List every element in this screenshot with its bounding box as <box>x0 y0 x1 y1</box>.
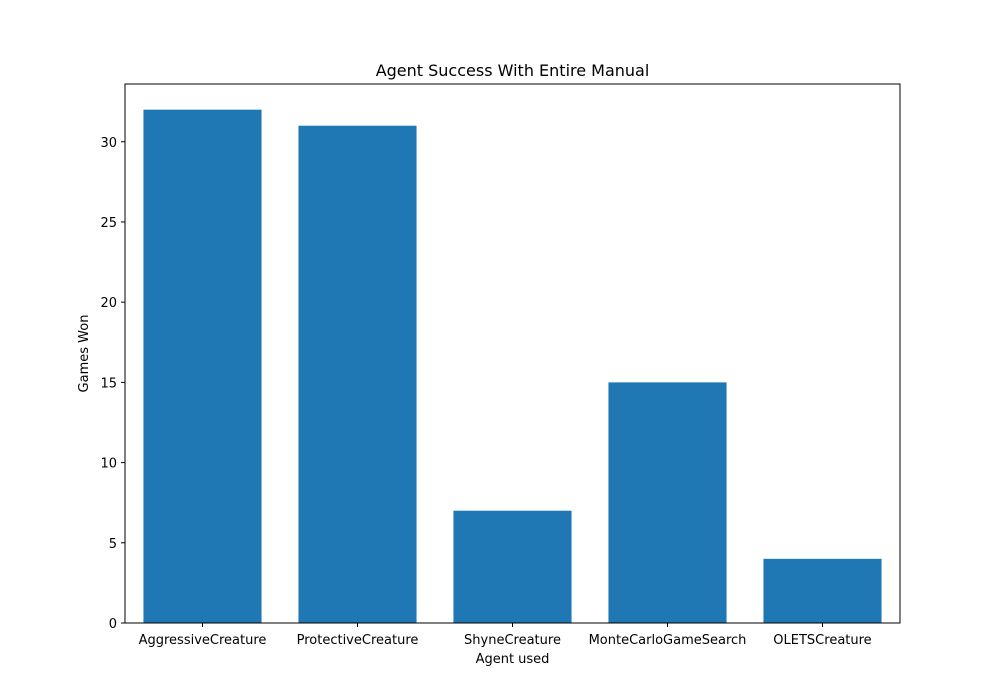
y-tick-label: 25 <box>100 216 117 231</box>
bar-ShyneCreature <box>453 510 572 623</box>
x-tick-label: ShyneCreature <box>464 633 561 648</box>
y-tick-label: 0 <box>109 617 117 632</box>
x-tick-label: MonteCarloGameSearch <box>589 633 747 648</box>
y-tick-label: 15 <box>100 376 117 391</box>
bar-MonteCarloGameSearch <box>608 382 727 623</box>
y-tick-label: 5 <box>109 537 117 552</box>
y-tick-label: 10 <box>100 457 117 472</box>
bars-group <box>143 109 882 623</box>
y-ticks-group: 0 5 10 15 20 25 30 <box>100 136 125 632</box>
y-tick-label: 20 <box>100 296 117 311</box>
x-tick-label: ProtectiveCreature <box>297 633 419 648</box>
x-ticks-group: AggressiveCreature ProtectiveCreature Shyn… <box>139 623 872 648</box>
chart-title: Agent Success With Entire Manual <box>376 61 650 80</box>
bar-AggressiveCreature <box>143 109 262 623</box>
bar-ProtectiveCreature <box>298 125 417 623</box>
x-tick-label: OLETSCreature <box>773 633 871 648</box>
bar-OLETSCreature <box>763 558 882 623</box>
x-tick-label: AggressiveCreature <box>139 633 267 648</box>
y-axis-label: Games Won <box>77 315 92 393</box>
x-axis-label: Agent used <box>476 652 550 667</box>
plot-frame <box>124 83 901 624</box>
y-tick-label: 30 <box>100 136 117 151</box>
